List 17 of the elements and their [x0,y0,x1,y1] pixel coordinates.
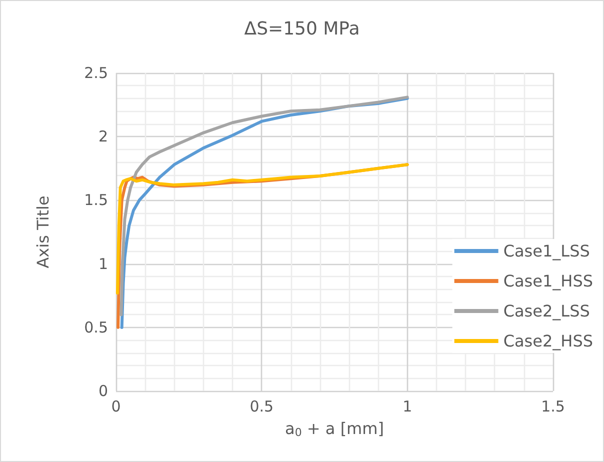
x-tick-label: 0.5 [250,398,274,416]
legend-label: Case1_LSS [503,242,590,260]
legend-label: Case2_LSS [503,302,590,320]
y-axis-title: Axis Title [34,196,52,268]
y-tick-label: 2.5 [84,64,108,82]
y-tick-label: 0 [98,382,108,400]
x-tick-label: 0 [111,398,121,416]
y-tick-label: 2 [98,128,108,146]
line-series [116,163,409,295]
legend-label: Case2_HSS [503,332,594,350]
x-tick-label: 1.5 [541,398,565,416]
y-tick-label: 1 [98,254,108,273]
y-tick-label: 1.5 [84,191,108,210]
y-tick-label: 0.5 [84,318,108,336]
chart-title: ΔS=150 MPa [244,18,360,40]
legend-label: Case1_HSS [503,272,594,290]
x-tick-label: 1 [402,398,412,416]
